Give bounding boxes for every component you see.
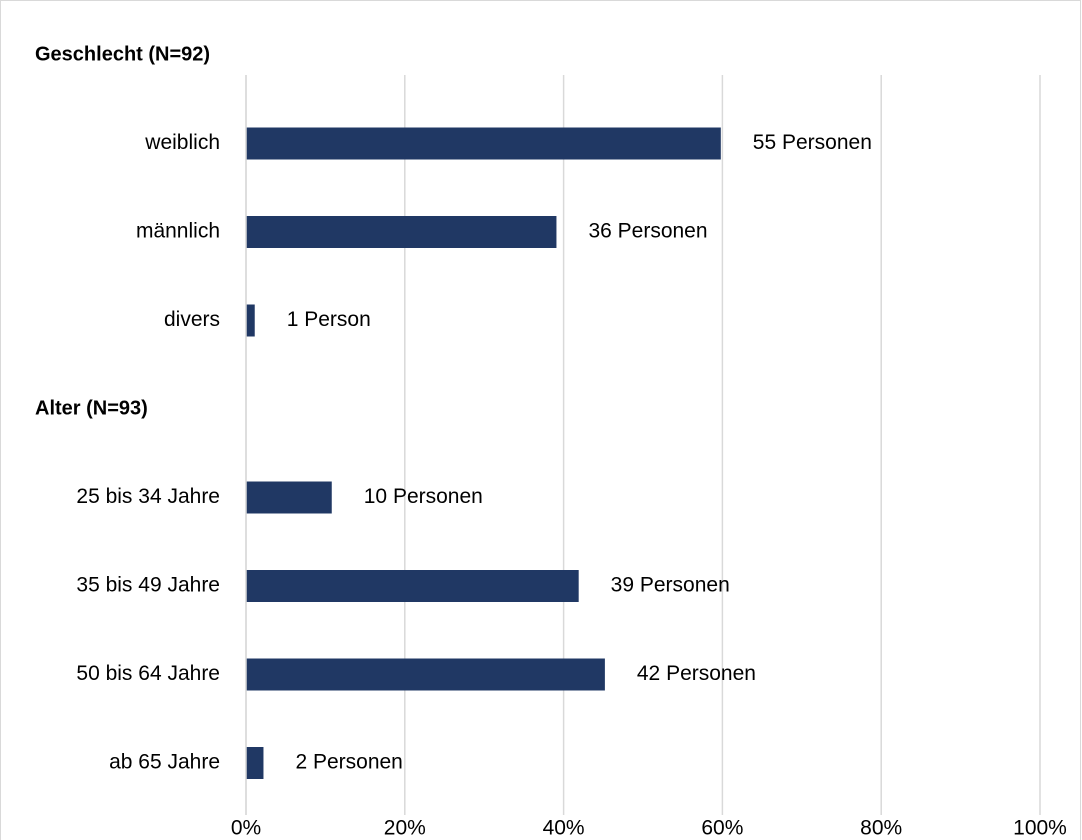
y-tick-label: ab 65 Jahre xyxy=(109,751,220,774)
y-tick-label: weiblich xyxy=(144,131,220,154)
x-tick-label: 100% xyxy=(1013,817,1067,840)
bar xyxy=(246,304,255,337)
bar xyxy=(246,216,557,248)
data-label: 10 Personen xyxy=(364,485,483,508)
x-tick-label: 40% xyxy=(543,817,585,840)
bar xyxy=(246,747,264,779)
data-label: 1 Person xyxy=(287,308,371,331)
data-label: 55 Personen xyxy=(753,131,872,154)
group-title: Alter (N=93) xyxy=(35,397,148,419)
data-label: 36 Personen xyxy=(588,220,707,243)
y-tick-label: 50 bis 64 Jahre xyxy=(76,662,220,685)
x-tick-label: 20% xyxy=(384,817,426,840)
data-label: 42 Personen xyxy=(637,662,756,685)
y-tick-label: 35 bis 49 Jahre xyxy=(76,574,220,597)
data-label: 2 Personen xyxy=(295,751,402,774)
x-tick-label: 80% xyxy=(860,817,902,840)
bar xyxy=(246,127,721,160)
bar xyxy=(246,481,332,514)
bar xyxy=(246,658,605,691)
bar xyxy=(246,570,579,602)
group-title: Geschlecht (N=92) xyxy=(35,43,210,65)
x-tick-label: 60% xyxy=(701,817,743,840)
y-tick-label: divers xyxy=(164,308,220,331)
y-tick-label: männlich xyxy=(136,220,220,243)
x-tick-label: 0% xyxy=(231,817,261,840)
y-tick-label: 25 bis 34 Jahre xyxy=(76,485,220,508)
data-label: 39 Personen xyxy=(611,574,730,597)
